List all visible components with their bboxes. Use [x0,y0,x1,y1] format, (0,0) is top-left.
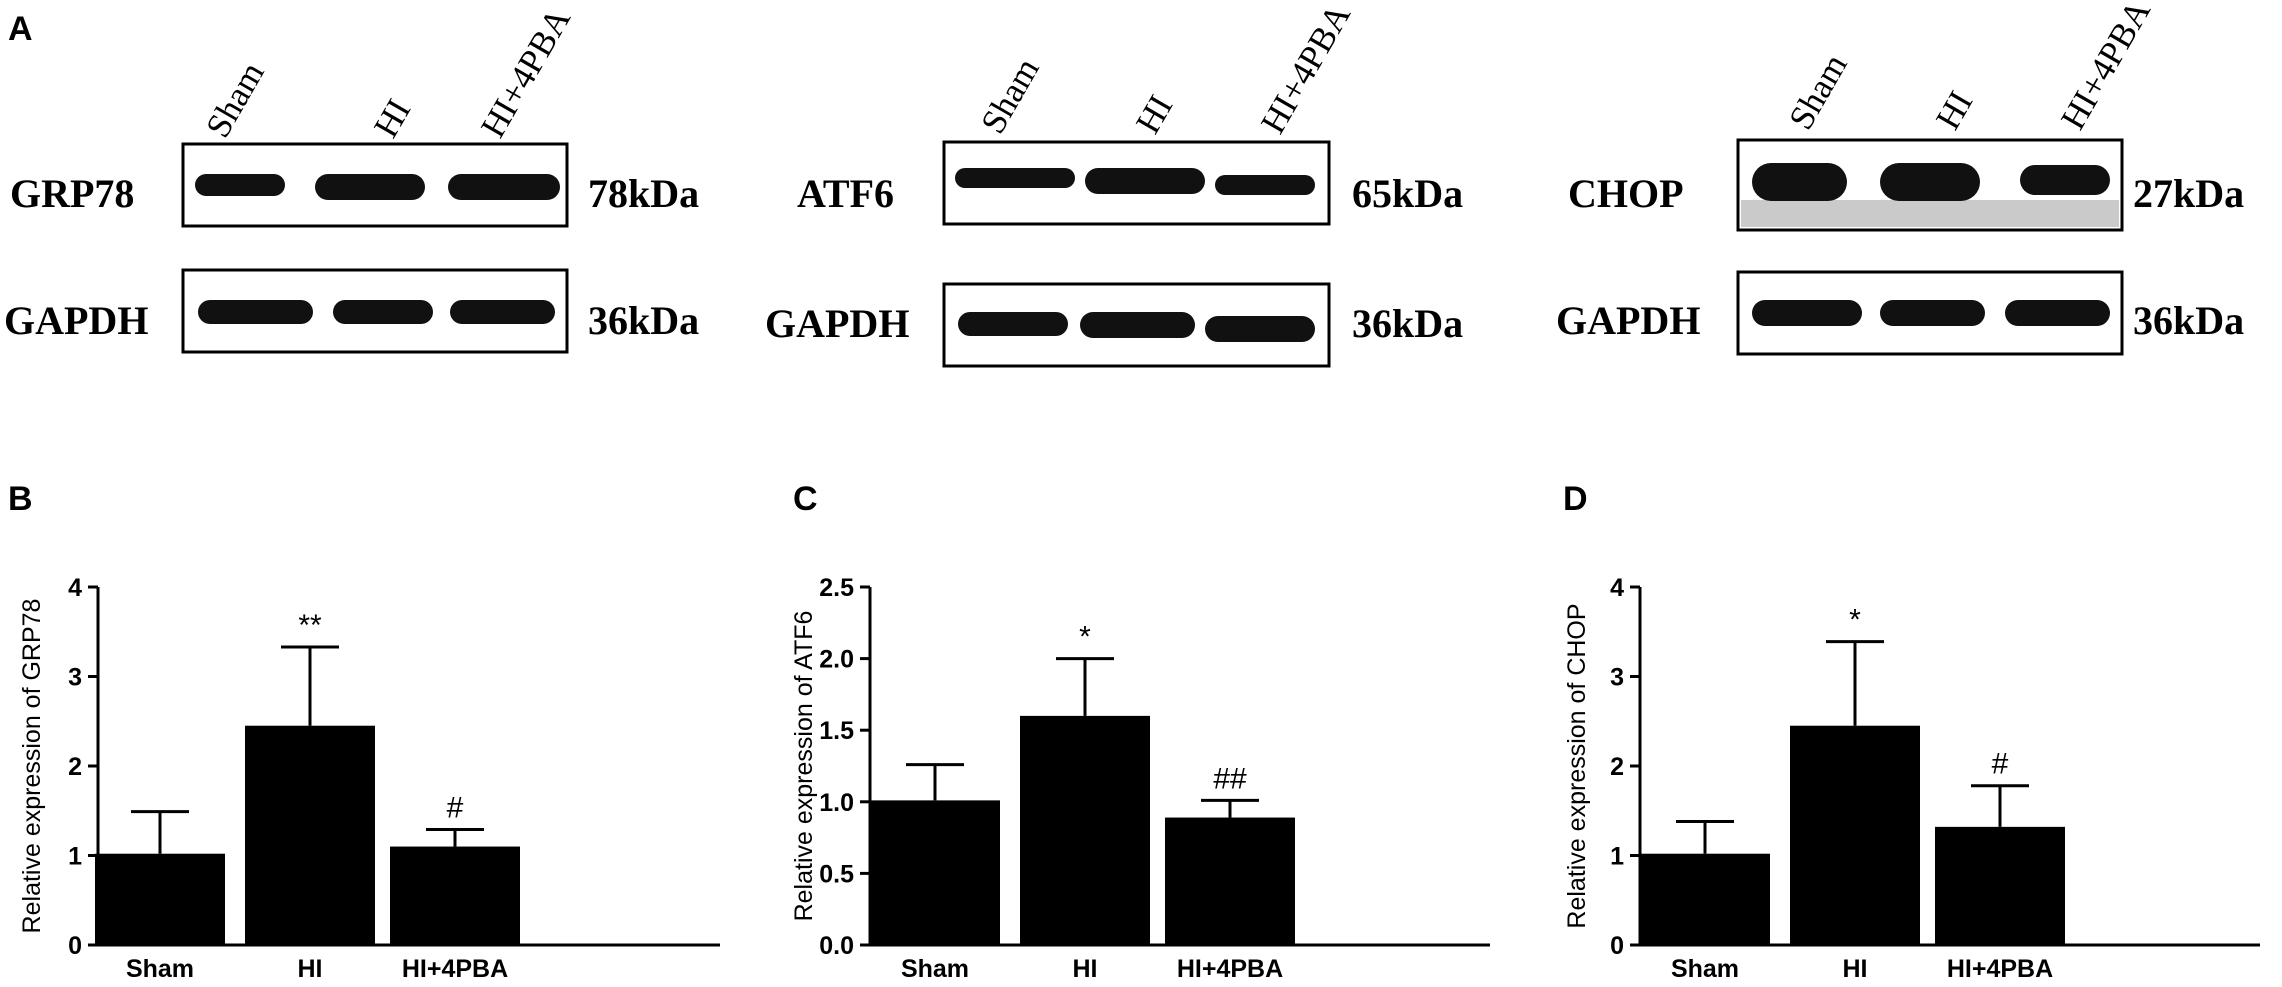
y-tick-label: 1 [68,843,82,871]
blot-control-kda-label: 36kDa [2133,298,2244,343]
y-tick-label: 0 [68,932,82,960]
significance-label: * [1849,604,1861,637]
bar [870,800,1000,945]
bar [1165,817,1295,945]
bar [390,846,520,945]
lane-label-sham: Sham [973,51,1047,140]
blot-target-protein-label: ATF6 [797,171,894,216]
y-tick-label: 2 [68,753,82,781]
band [955,168,1075,188]
x-tick-label: Sham [1671,955,1739,983]
band [1205,316,1315,342]
panel-label-a: A [8,10,33,48]
x-tick-label: HI+4PBA [1177,955,1283,983]
lane-label-hi-4pba: HI+4PBA [473,1,578,144]
blot-control-membrane [942,282,1331,368]
y-axis-label: Relative expression of GRP78 [18,599,46,934]
y-tick-label: 4 [1610,574,1624,602]
band [958,312,1068,336]
y-tick-label: 1.0 [819,789,854,817]
x-tick-label: Sham [901,955,969,983]
lane-label-hi-4pba: HI+4PBA [2053,0,2158,136]
y-tick-label: 2 [1610,753,1624,781]
blot-control-kda-label: 36kDa [588,298,699,343]
blot-control-membrane [181,268,569,354]
x-tick-label: HI [298,955,323,983]
blot-control-protein-label: GAPDH [765,301,909,346]
bar [1640,853,1770,945]
blot-target-membrane [1736,138,2124,232]
blot-target-kda-label: 27kDa [2133,171,2244,216]
significance-label: ## [1213,762,1247,795]
y-tick-label: 3 [68,664,82,692]
significance-label: # [447,792,464,825]
panel-label-b: B [8,480,33,518]
lane-label-hi: HI [366,93,418,144]
x-tick-label: Sham [126,955,194,983]
band [1215,175,1315,195]
x-tick-label: HI [1843,955,1868,983]
significance-label: ** [298,609,322,642]
bar [1935,826,2065,945]
y-axis-label: Relative expression of ATF6 [790,611,818,922]
band [1752,300,1862,326]
y-tick-label: 3 [1610,664,1624,692]
blot-control-protein-label: GAPDH [1556,298,1700,343]
lane-label-hi: HI [1928,85,1980,136]
band [2020,165,2110,195]
y-axis-label: Relative expression of CHOP [1563,603,1591,928]
y-tick-label: 0.5 [819,860,854,888]
x-tick-label: HI+4PBA [402,955,508,983]
blot-control-protein-label: GAPDH [4,298,148,343]
blot-target-protein-label: CHOP [1568,171,1684,216]
lane-label-hi: HI [1128,89,1180,140]
bar [95,853,225,945]
band [198,300,313,324]
blot-group-chop: Sham HI HI+4PBA CHOP 27kDa GAPDH 36kDa [1556,0,2244,356]
blot-control-kda-label: 36kDa [1352,301,1463,346]
blot-control-membrane [1736,270,2124,356]
x-tick-label: HI+4PBA [1947,955,2053,983]
y-tick-label: 1.5 [819,717,854,745]
panel-label-d: D [1563,480,1588,518]
bar-chart-chop: 0 1 2 3 4 Relative expression of CHOP Sham * HI #… [1563,574,2260,983]
bar-chart-grp78: 0 1 2 3 4 Relative expression of GRP78 Sham ** H… [18,574,720,983]
blot-target-kda-label: 78kDa [588,171,699,216]
band [2005,300,2110,326]
panel-label-c: C [793,480,818,518]
band [1080,312,1195,338]
band [1880,300,1985,326]
bar [1790,725,1920,945]
band [1880,163,1980,201]
blot-group-grp78: Sham HI HI+4PBA GRP78 78kDa GAPDH 36kDa [4,1,699,354]
y-tick-label: 4 [68,574,82,602]
band [315,174,425,200]
band [448,174,560,200]
blot-target-membrane [181,142,569,228]
x-tick-label: HI [1073,955,1098,983]
bar [245,725,375,945]
y-tick-label: 2.0 [819,646,854,674]
y-tick-label: 0 [1610,932,1624,960]
y-tick-label: 1 [1610,843,1624,871]
bar [1020,715,1150,945]
band [1085,168,1205,194]
blot-target-membrane [942,140,1331,226]
blot-target-protein-label: GRP78 [10,171,134,216]
blot-target-kda-label: 65kDa [1352,171,1463,216]
lane-label-hi-4pba: HI+4PBA [1253,0,1358,140]
blot-group-atf6: Sham HI HI+4PBA ATF6 65kDa GAPDH 36kDa [765,0,1463,368]
band [195,174,285,196]
significance-label: * [1079,621,1091,654]
y-tick-label: 0.0 [819,932,854,960]
lane-label-sham: Sham [1781,47,1855,136]
band [1752,163,1847,201]
lane-label-sham: Sham [198,55,272,144]
band [450,300,555,324]
band [333,300,433,324]
y-tick-label: 2.5 [819,574,854,602]
significance-label: # [1992,748,2009,781]
